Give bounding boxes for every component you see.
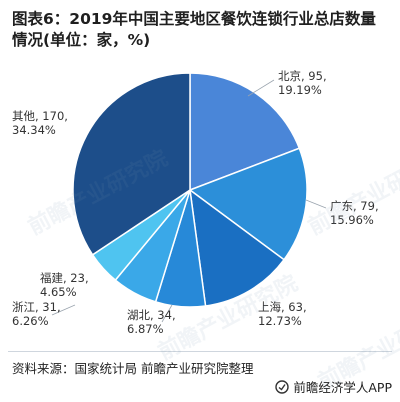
slice-label-6: 其他, 170, 34.34%: [12, 109, 68, 137]
pie-slice-1: [188, 147, 308, 261]
brand-credit: 前瞻经济学人APP: [275, 377, 392, 396]
brand-logo-icon: [275, 379, 290, 394]
pie-slice-0: [189, 72, 301, 192]
pie-slice-2: [189, 188, 286, 307]
source-note: 资料来源：国家统计局 前瞻产业研究院整理: [12, 361, 254, 376]
leader-line-3: [161, 304, 173, 323]
chart-title: 图表6：2019年中国主要地区餐饮连锁行业总店数量情况(单位：家，%): [12, 10, 376, 49]
leader-line-4: [51, 304, 76, 316]
leader-line-1: [305, 199, 327, 209]
pie-slice-6: [72, 72, 191, 256]
footer-divider: [8, 351, 392, 352]
leader-line-0: [247, 79, 275, 97]
slice-label-3: 湖北, 34, 6.87%: [127, 308, 176, 336]
slice-label-4: 浙江, 31, 6.26%: [12, 300, 61, 328]
brand-name: 前瞻经济学人APP: [293, 380, 392, 395]
slice-label-2: 上海, 63, 12.73%: [258, 300, 307, 328]
slice-label-5: 福建, 23, 4.65%: [40, 271, 89, 299]
slice-label-1: 广东, 79, 15.96%: [330, 199, 379, 227]
slice-label-0: 北京, 95, 19.19%: [278, 69, 327, 97]
